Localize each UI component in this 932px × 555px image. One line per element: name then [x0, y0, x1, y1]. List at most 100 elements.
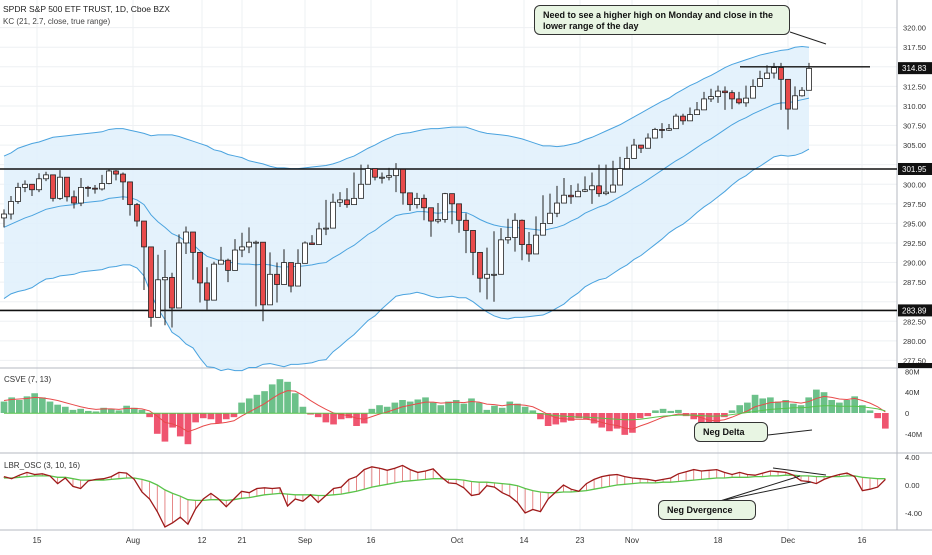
csve-bar: [659, 408, 667, 413]
candle-body: [288, 262, 294, 287]
candle-body: [239, 246, 245, 251]
candle: [561, 177, 567, 204]
candle-body: [652, 129, 658, 139]
candle: [232, 239, 238, 271]
candle-body: [533, 234, 539, 255]
csve-bar: [422, 397, 429, 413]
candle: [29, 183, 35, 197]
csve-bar: [820, 392, 828, 413]
candle: [176, 234, 182, 309]
candle-body: [330, 201, 336, 229]
candle: [141, 220, 147, 290]
candle: [547, 193, 553, 224]
price-tick-label: 280.00: [903, 337, 926, 346]
csve-bar: [92, 411, 100, 413]
candle: [204, 267, 210, 310]
keltner-middle-line: [3, 97, 810, 268]
csve-bar: [767, 397, 774, 413]
candle: [148, 246, 154, 327]
csve-bar: [437, 405, 445, 413]
csve-bar: [215, 413, 222, 424]
csve-bar: [514, 403, 521, 413]
csve-bar: [123, 405, 130, 413]
time-tick-label: Aug: [126, 536, 140, 545]
price-tick-label: 312.50: [903, 82, 926, 91]
neg-delta-text: Neg Delta: [703, 427, 745, 437]
price-tag-bg-2: [898, 62, 932, 75]
candle-body: [701, 98, 707, 111]
time-tick-label: 23: [576, 536, 585, 545]
csve-bar: [38, 397, 46, 413]
candle: [225, 258, 231, 283]
candle: [687, 107, 693, 122]
candle-body: [505, 237, 511, 241]
csve-tick-label: 80M: [905, 367, 920, 376]
candle: [155, 254, 161, 318]
candle-body: [267, 273, 273, 306]
candles: [1, 62, 812, 328]
candle-body: [127, 181, 133, 206]
csve-bar: [161, 413, 169, 442]
candle: [379, 172, 385, 184]
csve-bar: [506, 401, 514, 413]
csve-bar: [813, 389, 820, 413]
csve-bar: [652, 410, 659, 413]
candle-body: [169, 277, 175, 309]
neg-div-pointer-2: [719, 481, 812, 502]
neg-div-pointer-1: [719, 475, 801, 502]
csve-bar: [314, 413, 322, 418]
price-tag-label: 283.89: [902, 306, 927, 315]
candle: [400, 168, 406, 205]
csve-bar: [552, 413, 560, 425]
candle-body: [694, 109, 700, 115]
csve-bar: [261, 391, 268, 413]
candle: [785, 78, 791, 130]
csve-bar: [774, 401, 782, 413]
csve-bar: [445, 401, 452, 413]
candle: [71, 190, 77, 209]
candle-body: [736, 98, 742, 104]
candle-body: [771, 67, 777, 74]
price-axis: 320.00 317.50 314.83 312.50 310.00 307.50 305.…: [898, 24, 932, 368]
candle: [470, 230, 476, 276]
csve-bar: [69, 409, 77, 413]
csve-bar: [192, 413, 199, 423]
candle: [589, 172, 595, 204]
candle-body: [274, 273, 280, 285]
price-tick-label: 297.50: [903, 200, 926, 209]
csve-bar: [690, 413, 698, 420]
csve-bar: [483, 409, 491, 413]
candle-body: [225, 259, 231, 271]
time-tick-label: Nov: [625, 536, 639, 545]
candle: [120, 172, 126, 200]
candle-body: [15, 186, 21, 202]
candle-body: [610, 184, 616, 193]
candle-body: [253, 241, 259, 244]
neg-divergence-callout[interactable]: Neg Dvergence: [658, 500, 756, 520]
candle-body: [386, 175, 392, 178]
candle: [680, 113, 686, 125]
csve-bar: [391, 402, 399, 413]
candle: [428, 207, 434, 237]
candle: [211, 261, 217, 301]
candle-body: [295, 262, 301, 287]
candle-body: [757, 78, 763, 87]
candle-body: [687, 114, 693, 122]
candle: [15, 182, 21, 204]
neg-delta-pointer: [767, 429, 813, 436]
candle-body: [624, 158, 630, 170]
csve-bar: [790, 403, 797, 413]
neg-delta-callout[interactable]: Neg Delta: [694, 422, 768, 442]
price-tick-label: 287.50: [903, 278, 926, 287]
candle: [344, 188, 350, 208]
top-note-callout[interactable]: Need to see a higher high on Monday and …: [534, 5, 790, 35]
candle: [603, 164, 609, 196]
time-tick-label: 12: [198, 536, 207, 545]
candle-body: [92, 187, 98, 190]
candle: [715, 85, 721, 103]
candle-body: [680, 115, 686, 122]
keltner-lower-line: [3, 148, 810, 372]
candle-body: [204, 282, 210, 301]
candle: [337, 192, 343, 207]
candle: [645, 133, 651, 149]
